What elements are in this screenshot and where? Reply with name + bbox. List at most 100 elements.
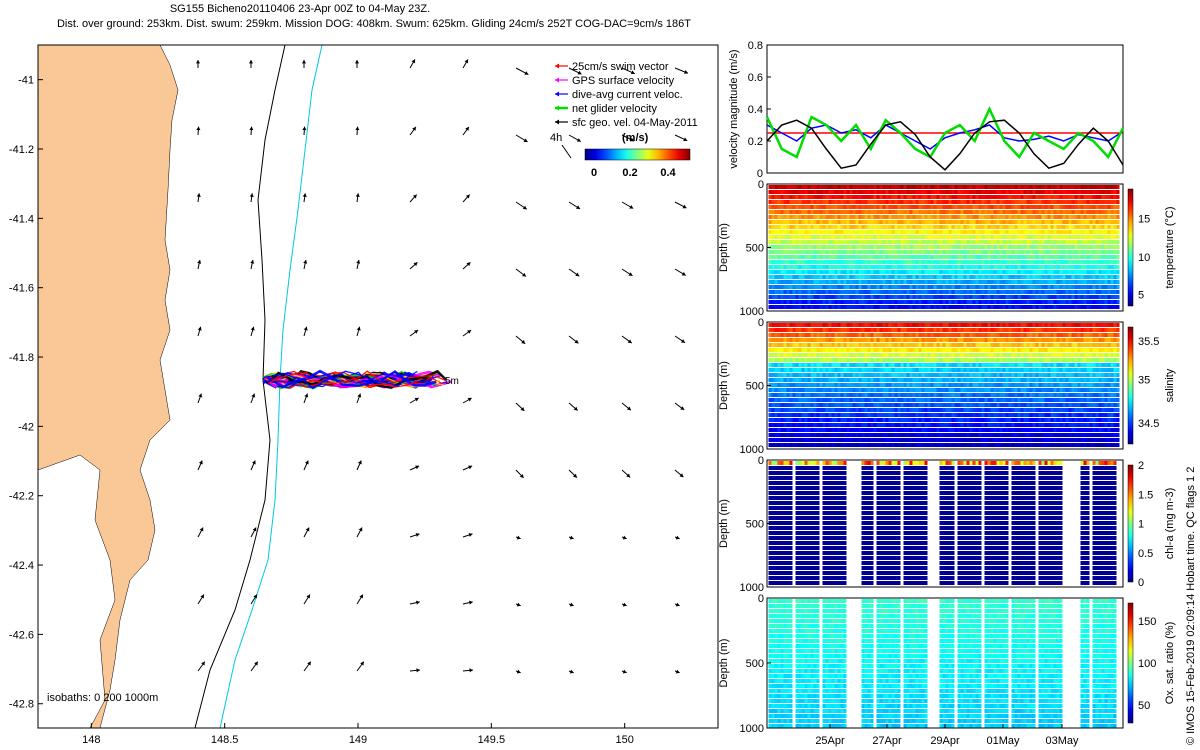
- temperature-sample: [790, 265, 793, 269]
- temperature-sample: [934, 200, 937, 204]
- temperature-sample: [1027, 240, 1030, 244]
- salinity-sample: [919, 408, 922, 412]
- salinity-sample: [772, 363, 775, 367]
- temperature-sample: [1054, 240, 1057, 244]
- temperature-sample: [847, 185, 850, 189]
- temperature-sample: [1018, 285, 1021, 289]
- salinity-sample: [844, 393, 847, 397]
- temperature-sample: [1015, 260, 1018, 264]
- temperature-sample: [1039, 275, 1042, 279]
- temperature-sample: [937, 305, 940, 309]
- temperature-sample: [907, 240, 910, 244]
- temperature-sample: [1090, 220, 1093, 224]
- temperature-sample: [814, 225, 817, 229]
- temperature-sample: [823, 230, 826, 234]
- temperature-sample: [904, 225, 907, 229]
- salinity-sample: [820, 403, 823, 407]
- salinity-sample: [826, 423, 829, 427]
- salinity-sample: [850, 408, 853, 412]
- temperature-sample: [1021, 225, 1024, 229]
- salinity-sample: [847, 388, 850, 392]
- temperature-sample: [805, 225, 808, 229]
- salinity-sample: [940, 408, 943, 412]
- temperature-sample: [1042, 220, 1045, 224]
- salinity-sample: [895, 333, 898, 337]
- temperature-sample: [1069, 285, 1072, 289]
- salinity-sample: [955, 353, 958, 357]
- temperature-sample: [823, 205, 826, 209]
- salinity-sample: [922, 383, 925, 387]
- velocity-y-tick-label: 0.8: [748, 40, 763, 52]
- salinity-sample: [775, 373, 778, 377]
- salinity-sample: [886, 348, 889, 352]
- temperature-sample: [1108, 260, 1111, 264]
- salinity-sample: [907, 323, 910, 327]
- temperature-sample: [919, 205, 922, 209]
- temperature-sample: [1042, 240, 1045, 244]
- temperature-sample: [1003, 245, 1006, 249]
- salinity-sample: [967, 403, 970, 407]
- salinity-sample: [844, 388, 847, 392]
- temperature-sample: [976, 260, 979, 264]
- salinity-sample: [805, 413, 808, 417]
- temperature-sample: [946, 245, 949, 249]
- temperature-sample: [1045, 285, 1048, 289]
- temperature-sample: [835, 305, 838, 309]
- salinity-sample: [862, 403, 865, 407]
- temperature-sample: [961, 255, 964, 259]
- salinity-sample: [817, 343, 820, 347]
- salinity-sample: [793, 383, 796, 387]
- temperature-sample: [802, 185, 805, 189]
- salinity-sample: [805, 353, 808, 357]
- temperature-sample: [970, 210, 973, 214]
- temperature-sample: [868, 220, 871, 224]
- salinity-sample: [964, 378, 967, 382]
- salinity-sample: [793, 438, 796, 442]
- salinity-sample: [817, 383, 820, 387]
- temperature-sample: [979, 280, 982, 284]
- temperature-sample: [1105, 260, 1108, 264]
- temperature-sample: [952, 185, 955, 189]
- temperature-sample: [943, 220, 946, 224]
- temperature-sample: [1093, 220, 1096, 224]
- current-vector: [728, 202, 740, 208]
- salinity-sample: [964, 348, 967, 352]
- temperature-sample: [892, 285, 895, 289]
- salinity-sample: [784, 358, 787, 362]
- temperature-sample: [997, 225, 1000, 229]
- temperature-sample: [1102, 255, 1105, 259]
- temperature-sample: [1105, 270, 1108, 274]
- temperature-sample: [1030, 225, 1033, 229]
- temperature-sample: [1042, 185, 1045, 189]
- temperature-sample: [778, 245, 781, 249]
- temperature-sample: [1069, 280, 1072, 284]
- salinity-sample: [922, 358, 925, 362]
- temperature-sample: [877, 270, 880, 274]
- salinity-sample: [871, 348, 874, 352]
- salinity-sample: [772, 423, 775, 427]
- salinity-sample: [889, 428, 892, 432]
- temperature-sample: [778, 225, 781, 229]
- temperature-sample: [985, 230, 988, 234]
- temperature-sample: [823, 220, 826, 224]
- salinity-sample: [934, 368, 937, 372]
- temperature-sample: [910, 185, 913, 189]
- temperature-sample: [1051, 245, 1054, 249]
- salinity-sample: [784, 428, 787, 432]
- temperature-sample: [910, 245, 913, 249]
- temperature-sample: [838, 245, 841, 249]
- salinity-sample: [886, 333, 889, 337]
- temperature-sample: [805, 200, 808, 204]
- temperature-sample: [1051, 235, 1054, 239]
- temperature-sample: [1024, 235, 1027, 239]
- temperature-sample: [772, 260, 775, 264]
- temperature-sample: [979, 240, 982, 244]
- temperature-sample: [856, 290, 859, 294]
- salinity-sample: [916, 338, 919, 342]
- salinity-sample: [907, 438, 910, 442]
- salinity-sample: [787, 403, 790, 407]
- temperature-sample: [817, 250, 820, 254]
- temperature-sample: [988, 300, 991, 304]
- salinity-sample: [952, 348, 955, 352]
- salinity-sample: [904, 423, 907, 427]
